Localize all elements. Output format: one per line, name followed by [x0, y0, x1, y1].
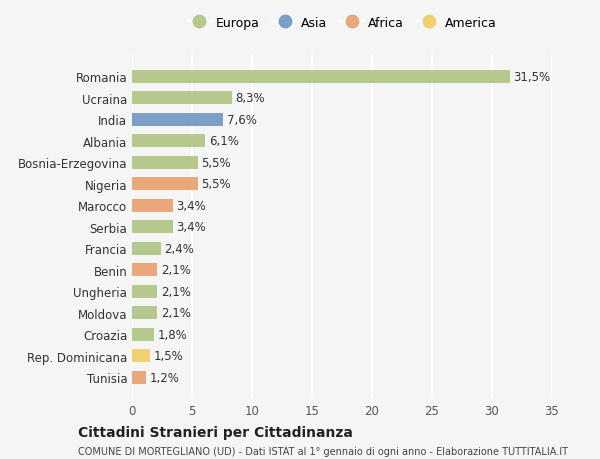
Bar: [132, 178, 198, 191]
Text: 1,2%: 1,2%: [150, 371, 180, 384]
Text: 7,6%: 7,6%: [227, 113, 257, 127]
Bar: [132, 242, 161, 255]
Text: 2,1%: 2,1%: [161, 263, 191, 277]
Bar: [132, 263, 157, 276]
Text: 2,4%: 2,4%: [164, 242, 194, 255]
Bar: [132, 199, 173, 212]
Text: 3,4%: 3,4%: [176, 221, 206, 234]
Bar: [132, 113, 223, 127]
Bar: [132, 349, 150, 362]
Text: 3,4%: 3,4%: [176, 199, 206, 212]
Text: 5,5%: 5,5%: [202, 157, 231, 169]
Bar: [132, 135, 205, 148]
Bar: [132, 71, 510, 84]
Text: 31,5%: 31,5%: [514, 71, 551, 84]
Text: 1,8%: 1,8%: [157, 328, 187, 341]
Text: COMUNE DI MORTEGLIANO (UD) - Dati ISTAT al 1° gennaio di ogni anno - Elaborazion: COMUNE DI MORTEGLIANO (UD) - Dati ISTAT …: [78, 447, 568, 456]
Text: 1,5%: 1,5%: [154, 349, 184, 362]
Text: 5,5%: 5,5%: [202, 178, 231, 191]
Bar: [132, 371, 146, 384]
Text: Cittadini Stranieri per Cittadinanza: Cittadini Stranieri per Cittadinanza: [78, 425, 353, 439]
Text: 6,1%: 6,1%: [209, 135, 239, 148]
Legend: Europa, Asia, Africa, America: Europa, Asia, Africa, America: [187, 17, 497, 29]
Bar: [132, 285, 157, 298]
Text: 2,1%: 2,1%: [161, 307, 191, 319]
Bar: [132, 157, 198, 169]
Bar: [132, 328, 154, 341]
Bar: [132, 221, 173, 234]
Text: 8,3%: 8,3%: [235, 92, 265, 105]
Text: 2,1%: 2,1%: [161, 285, 191, 298]
Bar: [132, 307, 157, 319]
Bar: [132, 92, 232, 105]
